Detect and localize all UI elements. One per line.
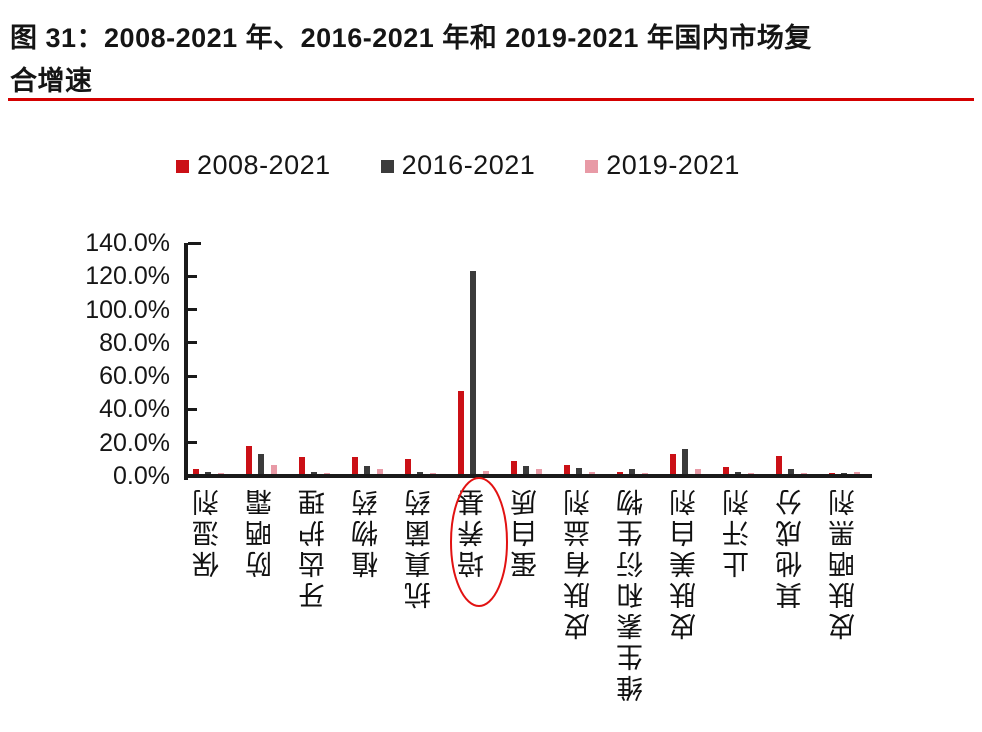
bar [404,459,411,474]
y-axis-tick [188,241,201,245]
legend-swatch-icon [585,160,599,173]
legend-label: 2008-2021 [197,150,331,180]
bar [323,473,330,474]
bar [245,446,252,474]
y-axis-tick [188,341,197,345]
bar [747,473,754,474]
bar [217,473,224,474]
bar [563,465,570,474]
x-axis-category-label: 蛋白质 [511,485,541,578]
bar [788,469,794,474]
bar [576,468,582,474]
annotation-ellipse [450,477,508,607]
x-axis-line [184,474,872,478]
legend-swatch-icon [176,160,189,173]
legend-label: 2019-2021 [606,150,740,180]
bar [311,472,317,474]
x-axis-category-label: 止汗剂 [723,485,753,578]
chart-legend: 2008-2021 2016-2021 2019-2021 [176,150,740,181]
bar [722,467,729,474]
bar [270,465,277,474]
bar [351,457,358,474]
y-axis-tick-label: 140.0% [85,229,170,257]
bar [800,473,807,474]
y-axis-tick-label: 60.0% [99,362,170,391]
y-axis-line [184,243,188,480]
bar [735,472,741,474]
bar [205,472,211,474]
bar [470,271,476,474]
x-axis-category-label: 防晒霜 [246,485,276,578]
y-axis-tick-label: 0.0% [113,462,170,490]
bar [629,469,635,474]
y-axis-tick-label: 120.0% [85,262,170,291]
x-axis-category-label: 维生素和衍生物 [617,485,647,702]
x-axis-category-label: 皮肤美白剂 [670,485,700,640]
legend-label: 2016-2021 [401,150,536,180]
bar [616,472,623,474]
bar [510,461,517,474]
y-axis-tick [188,274,197,278]
bar [775,456,782,474]
bar [694,469,701,474]
x-axis-category-label: 抗真菌药 [405,485,435,609]
y-axis-tick [188,374,197,378]
x-axis-category-label: 皮肤晒黑剂 [829,485,859,640]
bar [457,391,464,474]
bar [298,457,305,474]
y-axis-tick-label: 100.0% [85,295,170,324]
bar [535,469,542,474]
figure-title-line1: 图 31：2008-2021 年、2016-2021 年和 2019-2021 … [10,23,812,53]
bar [192,469,199,474]
bar [376,469,383,474]
x-axis-category-label: 保湿剂 [193,485,223,578]
y-axis-tick [188,407,197,411]
bar [853,472,860,474]
bar [482,471,489,474]
legend-item: 2016-2021 [380,150,536,181]
bar [258,454,264,474]
figure-title-line2: 合增速 [10,66,93,96]
x-axis-category-label: 植物药 [352,485,382,578]
bar [841,473,847,474]
legend-item: 2008-2021 [176,150,331,181]
bar [417,472,423,474]
x-axis-category-label: 皮肤有益剂 [564,485,594,640]
bar [588,472,595,474]
y-axis-tick [188,441,197,445]
y-axis-tick-label: 80.0% [99,328,170,357]
bar [523,466,529,474]
bar [641,473,648,474]
bar [364,466,370,474]
y-axis-tick [188,308,197,312]
bar [682,449,688,474]
bar [669,454,676,474]
bar [429,473,436,474]
legend-item: 2019-2021 [585,150,740,181]
x-axis-category-label: 牙齿护理 [299,485,329,609]
y-axis-tick-label: 20.0% [99,428,170,457]
title-underline [8,98,974,101]
bar [828,473,835,474]
legend-swatch-icon [380,160,394,173]
x-axis-category-label: 其他成分 [776,485,806,609]
y-axis-tick-label: 40.0% [99,395,170,424]
